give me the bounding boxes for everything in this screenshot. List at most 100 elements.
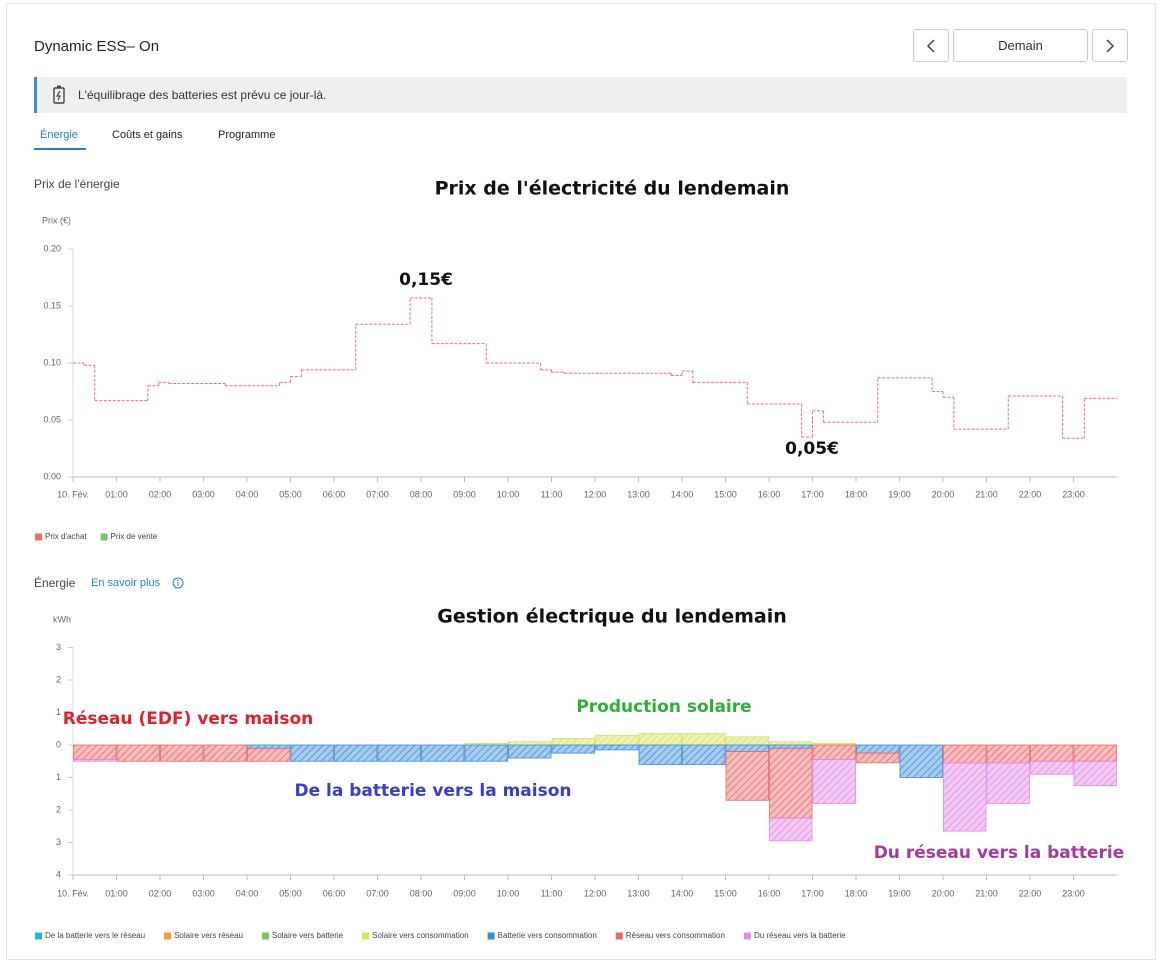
- energy-bar: [1073, 744, 1117, 762]
- chart-title: Gestion électrique du lendemain: [437, 606, 787, 628]
- energy-bar: [638, 733, 682, 746]
- x-tick-label: 15:00: [714, 888, 737, 898]
- energy-bar: [73, 759, 117, 762]
- energy-bar: [421, 744, 465, 762]
- x-tick-label: 17:00: [801, 489, 824, 499]
- energy-bar: [986, 744, 1030, 764]
- y-tick-label: 4: [56, 869, 61, 879]
- tab-underline: [34, 148, 86, 150]
- energy-bar: [73, 744, 117, 761]
- legend-swatch: [487, 932, 495, 940]
- legend-swatch: [261, 932, 269, 940]
- tab-active[interactable]: Énergie: [40, 129, 78, 141]
- y-tick-label: 0: [56, 739, 61, 749]
- legend-swatch: [35, 932, 42, 940]
- x-tick-label: 19:00: [888, 888, 911, 898]
- legend-label: Solaire vers réseau: [174, 931, 243, 940]
- x-tick-label: 14:00: [671, 489, 694, 499]
- legend-swatch: [164, 932, 172, 940]
- energy-bar: [899, 744, 943, 778]
- y-axis-label: kWh: [53, 614, 71, 624]
- x-tick-label: 12:00: [584, 888, 607, 898]
- learn-more-link[interactable]: En savoir plus: [91, 577, 161, 589]
- x-tick-label: 10. Fév.: [57, 489, 89, 499]
- y-tick-label: 0.20: [43, 243, 61, 253]
- legend-swatch: [615, 932, 623, 940]
- x-tick-label: 01:00: [105, 888, 128, 898]
- x-tick-label: 05:00: [279, 489, 302, 499]
- x-tick-label: 12:00: [584, 489, 607, 499]
- energy-bar: [1030, 760, 1074, 775]
- legend-swatch: [100, 533, 108, 541]
- x-tick-label: 06:00: [323, 489, 346, 499]
- energy-bar: [769, 744, 813, 749]
- info-icon: [172, 577, 184, 589]
- chevron-right: [1106, 38, 1115, 53]
- annotation: 0,05€: [785, 439, 839, 459]
- section-label: Prix de l'énergie: [34, 177, 120, 191]
- x-tick-label: 14:00: [671, 888, 694, 898]
- next-button[interactable]: [1092, 29, 1128, 62]
- x-tick-label: 05:00: [279, 888, 302, 898]
- legend-label: De la batterie vers le réseau: [45, 931, 145, 940]
- legend-label: Batterie vers consommation: [498, 931, 597, 940]
- x-tick-label: 21:00: [975, 489, 998, 499]
- energy-bar: [943, 762, 987, 832]
- y-tick-label: 2: [56, 674, 61, 684]
- page-title: Dynamic ESS– On: [34, 38, 160, 55]
- x-tick-label: 22:00: [1019, 489, 1042, 499]
- energy-bar: [247, 747, 291, 762]
- x-tick-label: 09:00: [453, 489, 476, 499]
- x-tick-label: 17:00: [801, 888, 824, 898]
- x-tick-label: 02:00: [149, 888, 172, 898]
- energy-bar: [769, 747, 813, 819]
- x-tick-label: 10:00: [497, 489, 520, 499]
- energy-bar: [725, 751, 769, 801]
- legend-label: Solaire vers batterie: [272, 931, 344, 940]
- y-tick-label: 0.10: [43, 357, 61, 367]
- chevron-left: [926, 38, 935, 53]
- energy-bar: [595, 734, 639, 746]
- x-tick-label: 23:00: [1062, 489, 1085, 499]
- legend-swatch: [362, 932, 370, 940]
- x-tick-label: 10:00: [497, 888, 520, 898]
- x-tick-label: 10. Fév.: [57, 888, 89, 898]
- x-tick-label: 03:00: [192, 489, 215, 499]
- energy-bar: [508, 741, 552, 746]
- energy-bar: [334, 744, 378, 762]
- energy-bar: [943, 744, 987, 764]
- legend-label: Prix d'achat: [45, 532, 87, 541]
- banner: L'équilibrage des batteries est prévu ce…: [34, 77, 1127, 113]
- energy-bar: [769, 741, 813, 746]
- prev-button[interactable]: [913, 29, 949, 62]
- energy-bar: [203, 744, 247, 762]
- energy-bar: [856, 752, 900, 764]
- x-tick-label: 08:00: [410, 489, 433, 499]
- battery-icon: [53, 85, 65, 104]
- y-tick-label: 1: [56, 772, 61, 782]
- energy-bar: [856, 744, 900, 754]
- annotation: Production solaire: [576, 697, 751, 717]
- x-tick-label: 18:00: [845, 489, 868, 499]
- energy-bar: [116, 744, 160, 762]
- x-tick-label: 16:00: [758, 888, 781, 898]
- x-tick-label: 21:00: [975, 888, 998, 898]
- energy-bar: [1073, 760, 1117, 787]
- y-tick-label: 3: [56, 642, 61, 652]
- energy-bar: [290, 744, 334, 762]
- annotation: 0,15€: [399, 270, 453, 290]
- x-tick-label: 18:00: [845, 888, 868, 898]
- day-button[interactable]: Demain: [953, 29, 1088, 62]
- x-tick-label: 20:00: [932, 888, 955, 898]
- tab[interactable]: Programme: [218, 129, 276, 141]
- energy-bar: [725, 744, 769, 752]
- tab[interactable]: Coûts et gains: [112, 129, 183, 141]
- annotation: De la batterie vers la maison: [294, 781, 571, 801]
- legend-label: Prix de vente: [111, 532, 158, 541]
- energy-bar: [682, 733, 726, 746]
- energy-bar: [812, 744, 856, 761]
- x-tick-label: 06:00: [323, 888, 346, 898]
- x-tick-label: 08:00: [410, 888, 433, 898]
- energy-bar: [1030, 744, 1074, 762]
